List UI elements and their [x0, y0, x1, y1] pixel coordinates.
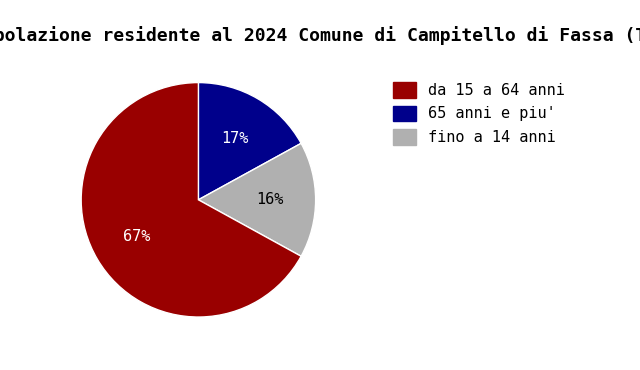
Wedge shape	[198, 83, 301, 200]
Legend: da 15 a 64 anni, 65 anni e piu', fino a 14 anni: da 15 a 64 anni, 65 anni e piu', fino a …	[385, 74, 573, 153]
Text: 16%: 16%	[257, 192, 284, 207]
Wedge shape	[198, 143, 316, 256]
Text: 67%: 67%	[123, 229, 150, 244]
Text: Popolazione residente al 2024 Comune di Campitello di Fassa (TN): Popolazione residente al 2024 Comune di …	[0, 26, 640, 45]
Text: 17%: 17%	[221, 131, 248, 145]
Wedge shape	[81, 83, 301, 317]
